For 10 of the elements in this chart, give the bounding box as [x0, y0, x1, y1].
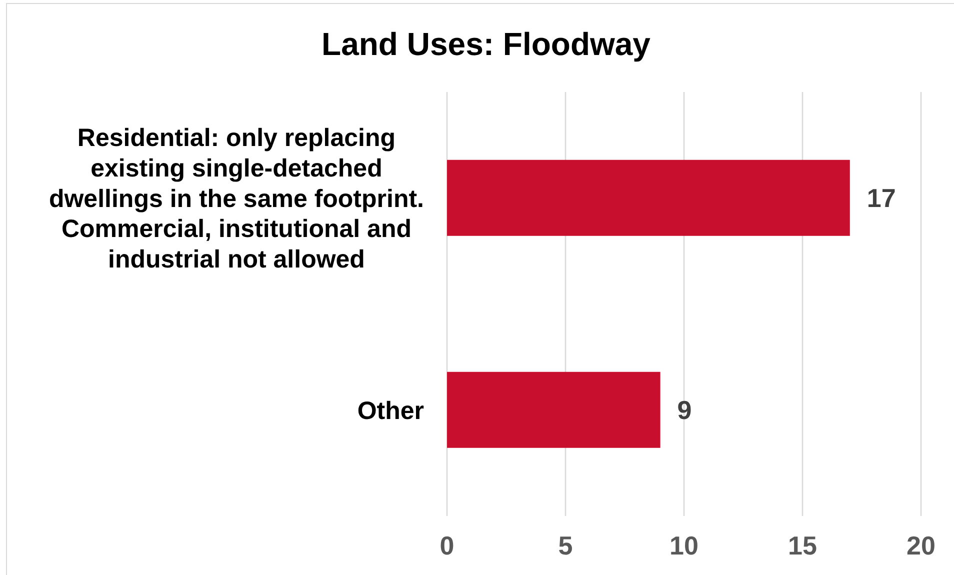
x-tick-label: 10: [670, 530, 698, 560]
data-label: 9: [677, 395, 692, 426]
x-tick-label: 0: [440, 530, 454, 560]
y-tick-label: Other: [357, 396, 424, 425]
x-tick-label: 15: [788, 530, 817, 560]
x-tick-label: 20: [906, 530, 936, 560]
y-tick-label: Residential: only replacing existing single-detached dwellings in the same footprint. Commercial, institutional and industrial not allowed: [48, 124, 424, 274]
chart-title: Land Uses: Floodway: [320, 25, 652, 64]
x-tick-label: 5: [558, 530, 573, 560]
data-label: 17: [866, 183, 896, 214]
